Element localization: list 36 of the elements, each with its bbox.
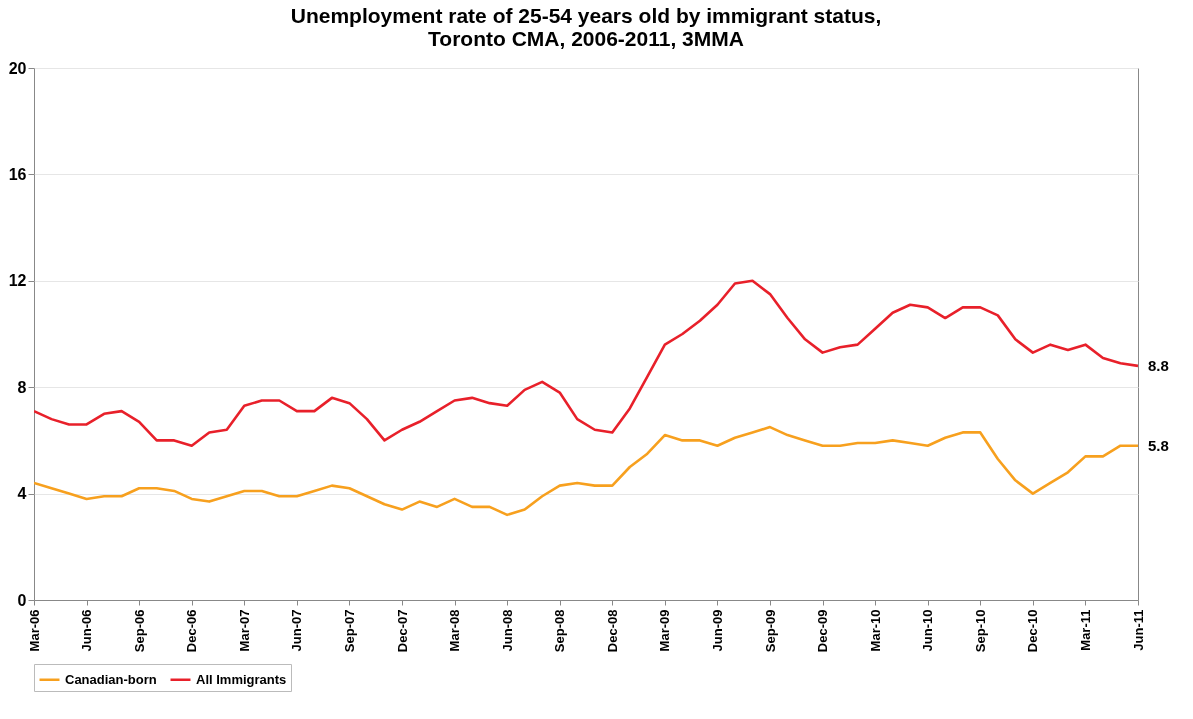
line-series	[34, 279, 1138, 448]
y-tick-label: 8	[17, 378, 27, 396]
legend-label: All Immigrants	[196, 671, 287, 687]
x-tick-label: Dec-07	[394, 609, 410, 653]
x-tick-label: Jun-11	[1130, 609, 1146, 651]
x-tick-label: Sep-07	[341, 609, 357, 653]
x-tick-label: Mar-07	[236, 609, 252, 652]
x-tick-label: Jun-07	[289, 609, 305, 652]
x-tick-label: Mar-10	[867, 609, 883, 652]
x-tick-label: Dec-06	[184, 609, 200, 653]
y-tick-label: 20	[8, 59, 27, 77]
x-tick-label: Sep-06	[131, 609, 147, 653]
x-tick-label: Mar-11	[1077, 609, 1093, 651]
y-tick-label: 0	[17, 591, 27, 609]
x-tick-label: Jun-09	[709, 609, 725, 652]
text: Toronto CMA, 2006-2011, 3MMA	[428, 27, 744, 50]
x-tick-label: Mar-08	[447, 609, 463, 652]
x-tick-label: Dec-08	[604, 609, 620, 653]
x-tick-label: Dec-10	[1025, 609, 1041, 653]
x-tick-label: Jun-08	[499, 609, 515, 652]
line-series	[34, 425, 1138, 517]
x-tick-label: Sep-08	[552, 609, 568, 653]
x-tick-label: Sep-10	[972, 609, 988, 653]
x-tick-label: Mar-06	[26, 609, 42, 652]
x-tick-label: Dec-09	[815, 609, 831, 653]
x-tick-label: Jun-10	[920, 609, 936, 652]
x-tick-label: Jun-06	[79, 609, 95, 652]
legend-label: Canadian-born	[65, 671, 157, 687]
x-tick-label: Mar-09	[657, 609, 673, 652]
x-tick-label: Sep-09	[762, 609, 778, 653]
text: Unemployment rate of 25-54 years old by immigrant status,	[290, 4, 882, 27]
y-tick-label: 16	[8, 165, 27, 183]
y-tick-label: 4	[17, 485, 27, 503]
data-label: 5.8	[1148, 436, 1169, 454]
data-label: 8.8	[1148, 356, 1169, 374]
y-tick-label: 12	[8, 272, 27, 290]
